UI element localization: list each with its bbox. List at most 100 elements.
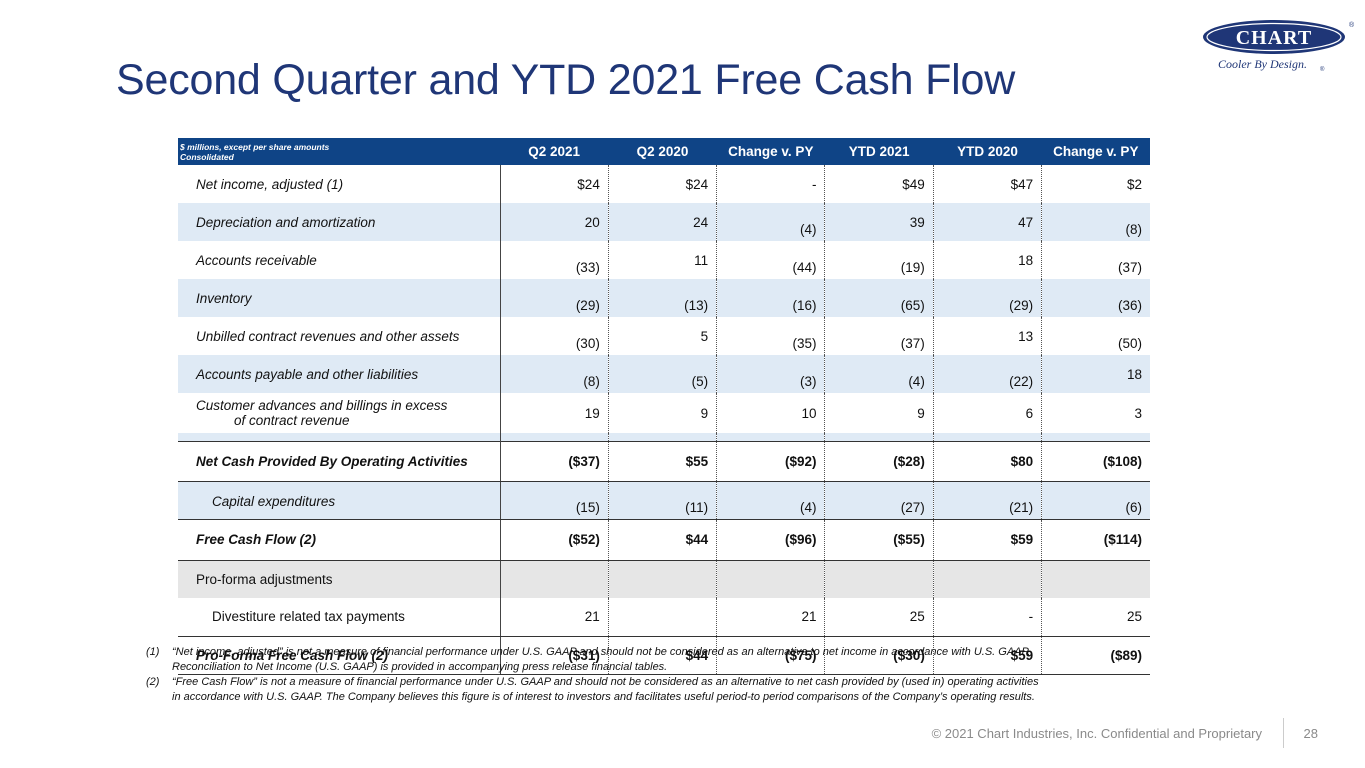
cell-value [608, 560, 718, 598]
header-label-cell: $ millions, except per share amounts Con… [178, 138, 500, 165]
spacer-cell [608, 433, 718, 441]
row-label: Inventory [178, 279, 501, 317]
free-cash-flow-table: $ millions, except per share amounts Con… [178, 138, 1150, 675]
cell-value: ($28) [824, 440, 934, 482]
cell-value: (44) [716, 241, 826, 279]
cell-value: ($89) [1041, 636, 1150, 675]
cell-value: (35) [716, 317, 826, 355]
cell-value [608, 598, 718, 637]
table-row-subtotal: Net Cash Provided By Operating Activitie… [178, 440, 1150, 482]
chart-logo: CHART ® ® [1203, 20, 1355, 73]
row-label: Pro-forma adjustments [178, 560, 501, 598]
footnotes: (1) “Net income, adjusted” is not a meas… [146, 645, 1206, 705]
cell-value: ($31) [500, 636, 609, 675]
spacer-cell [716, 433, 826, 441]
cell-value: 5 [608, 317, 718, 355]
cell-value: - [933, 598, 1043, 637]
row-label: Accounts receivable [178, 241, 501, 279]
cell-value: 19 [500, 393, 609, 433]
cell-value: $49 [824, 165, 934, 203]
row-label: Customer advances and billings in excess… [178, 393, 501, 433]
cell-value: 47 [933, 203, 1043, 241]
cell-value: $44 [608, 519, 718, 561]
cell-value: (8) [1041, 203, 1150, 241]
column-header: YTD 2021 [824, 138, 934, 165]
cell-value: (50) [1117, 336, 1142, 351]
row-label: Depreciation and amortization [178, 203, 501, 241]
cell-value [716, 560, 826, 598]
row-label: Pro-Forma Free Cash Flow (2) [178, 636, 501, 675]
cell-value: 9 [824, 393, 934, 433]
cell-value: 25 [824, 598, 934, 637]
table-row: Unbilled contract revenues and other ass… [178, 317, 1150, 355]
cell-value: (33) [500, 241, 609, 279]
cell-value: (29) [933, 279, 1043, 317]
table-row: Net income, adjusted (1) $24 $24 - $49 $… [178, 165, 1150, 203]
cell-value [933, 560, 1043, 598]
column-header: Change v. PY [1041, 138, 1150, 165]
cell-value: (29) [500, 279, 609, 317]
footnote-text-line1: “Free Cash Flow” is not a measure of fin… [172, 676, 1039, 688]
spacer-row [178, 433, 1150, 441]
cell-value: (11) [608, 481, 718, 520]
cell-value: ($92) [716, 440, 826, 482]
column-header: Change v. PY [716, 138, 825, 165]
row-label: Net income, adjusted (1) [178, 165, 501, 203]
table-row: Depreciation and amortization 20 24 (4) … [178, 203, 1150, 241]
cell-value: (22) [933, 355, 1043, 393]
column-header: YTD 2020 [933, 138, 1042, 165]
cell-value: ($37) [500, 440, 609, 482]
cell-value: 11 [608, 241, 718, 279]
logo-tagline: Cooler By Design. [1218, 57, 1307, 71]
cell-value: $59 [933, 519, 1043, 561]
footer-divider [1283, 718, 1284, 748]
copyright-text: © 2021 Chart Industries, Inc. Confidenti… [931, 726, 1262, 741]
cell-value: (37) [824, 317, 934, 355]
row-label: Net Cash Provided By Operating Activitie… [178, 440, 501, 482]
row-label-line1: Customer advances and billings in excess [196, 398, 448, 413]
cell-value: 21 [500, 598, 609, 637]
footnote-text-line1: “Net income, adjusted” is not a measure … [172, 646, 1031, 658]
table-row: Accounts payable and other liabilities (… [178, 355, 1150, 393]
cell-value: (65) [824, 279, 934, 317]
footnote: (2) “Free Cash Flow” is not a measure of… [146, 675, 1206, 705]
column-header: Q2 2021 [500, 138, 609, 165]
footnote-text-line2: in accordance with U.S. GAAP. The Compan… [172, 691, 1035, 703]
table-row-section: Pro-forma adjustments [178, 560, 1150, 598]
cell-value: (5) [608, 355, 718, 393]
cell-value: $44 [608, 636, 718, 675]
cell-value: 13 [933, 317, 1043, 355]
column-header: Q2 2020 [608, 138, 717, 165]
spacer-cell [824, 433, 934, 441]
table-row-total: Free Cash Flow (2) ($52) $44 ($96) ($55)… [178, 519, 1150, 561]
cell-value: 24 [608, 203, 718, 241]
header-units: $ millions, except per share amounts [180, 141, 330, 152]
cell-value: (13) [608, 279, 718, 317]
cell-value: $59 [933, 636, 1043, 675]
cell-value: (8) [500, 355, 609, 393]
table-row: Accounts receivable (33) 11 (44) (19) 18… [178, 241, 1150, 279]
slide-title: Second Quarter and YTD 2021 Free Cash Fl… [116, 56, 1016, 104]
cell-value: (27) [824, 481, 934, 520]
spacer-cell [933, 433, 1043, 441]
footnote: (1) “Net income, adjusted” is not a meas… [146, 645, 1206, 675]
footnote-text-line2: Reconciliation to Net Income (U.S. GAAP)… [172, 661, 668, 673]
table-row: Divestiture related tax payments 21 21 2… [178, 598, 1150, 637]
cell-value: ($108) [1041, 440, 1150, 482]
spacer-cell [500, 433, 609, 441]
cell-value: $2 [1126, 176, 1142, 192]
table-row: Capital expenditures (15) (11) (4) (27) … [178, 481, 1150, 520]
cell-value: ($55) [824, 519, 934, 561]
cell-value: 39 [824, 203, 934, 241]
row-label: Accounts payable and other liabilities [178, 355, 501, 393]
table-row: Customer advances and billings in excess… [178, 393, 1150, 433]
cell-value: (6) [1041, 481, 1150, 520]
cell-value: 9 [608, 393, 718, 433]
cell-value: (21) [933, 481, 1043, 520]
cell-value: (4) [716, 203, 826, 241]
cell-value: 21 [716, 598, 826, 637]
cell-value: ($114) [1041, 519, 1150, 561]
cell-value: (4) [824, 355, 934, 393]
footnote-number: (2) [146, 676, 160, 688]
footnote-number: (1) [146, 646, 160, 658]
